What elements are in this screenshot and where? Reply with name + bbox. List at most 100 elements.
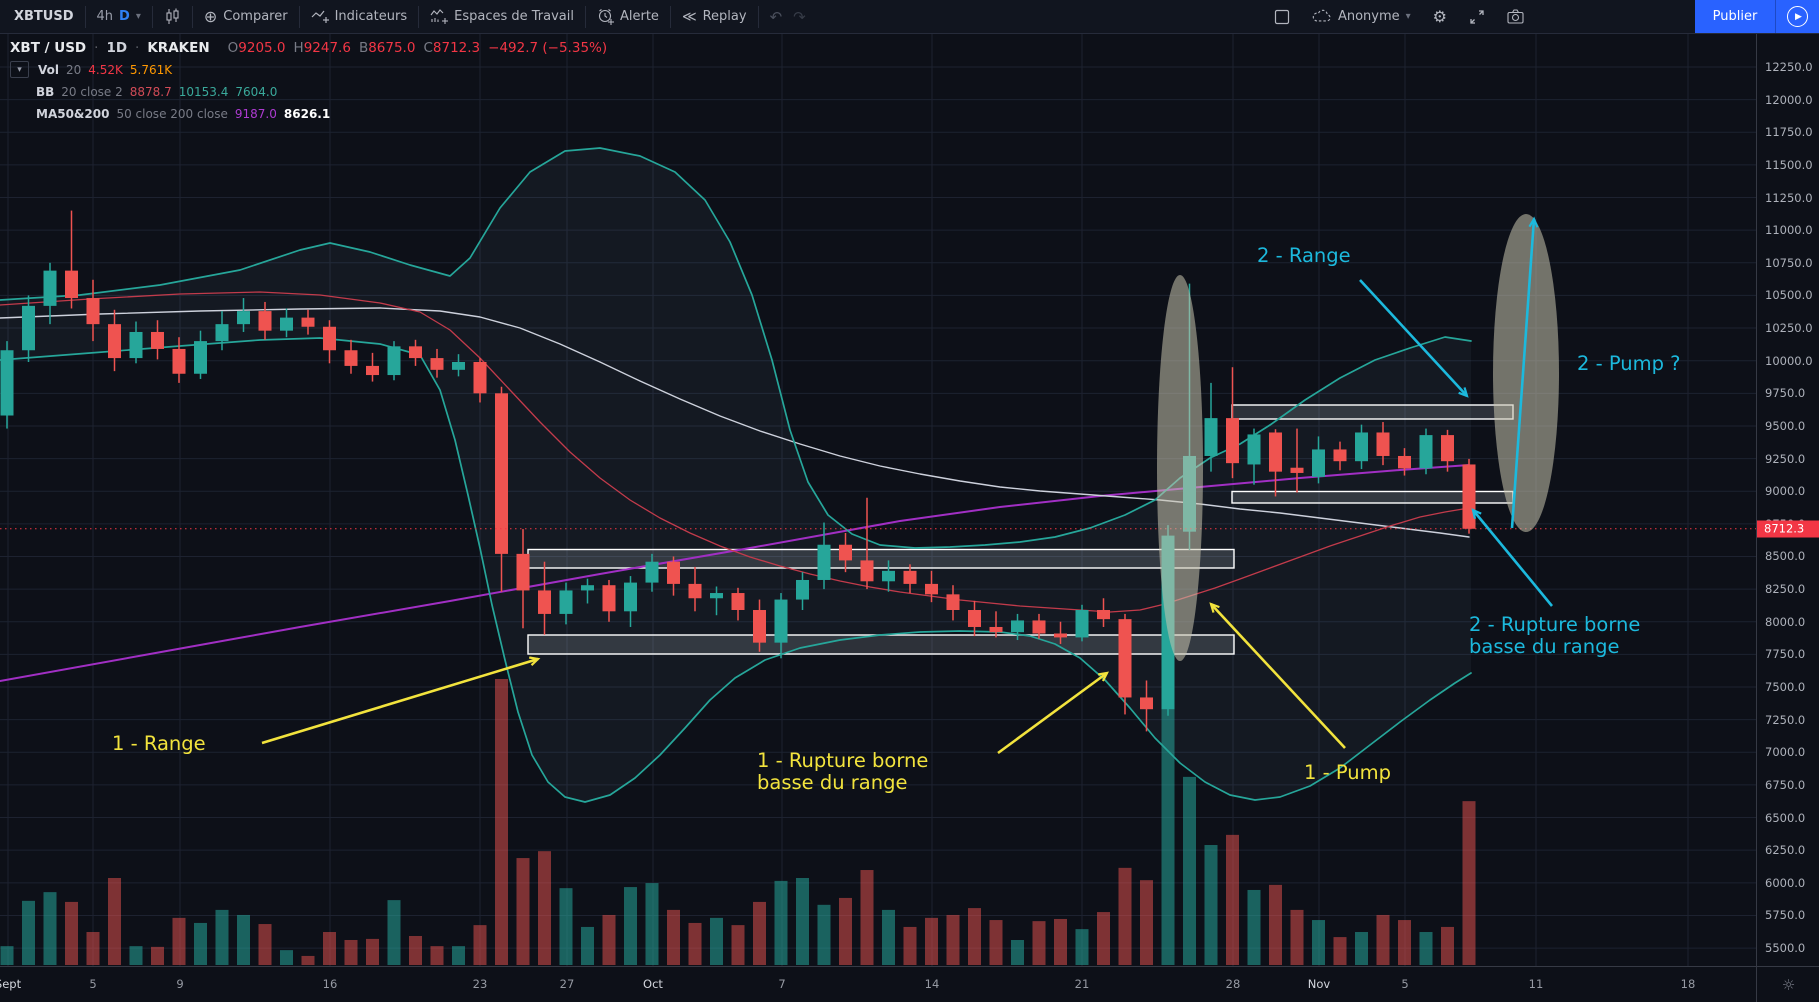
interval-selector[interactable]: 4h D ▾ [86, 0, 152, 33]
compare-button[interactable]: ⊕ Comparer [203, 7, 288, 26]
legend-symbol: XBT / USD [10, 39, 87, 56]
pump1-ellipse[interactable] [1157, 275, 1203, 661]
price-tick-label: 11000.0 [1765, 223, 1813, 238]
redo-button[interactable]: ↷ [793, 7, 806, 26]
time-tick-label: 23 [472, 977, 488, 991]
legend-ma-row[interactable]: MA50&200 50 close 200 close 9187.0 8626.… [36, 106, 331, 121]
label-rupture2[interactable]: 2 - Rupture borne basse du range [1469, 613, 1641, 658]
time-tick-label: Oct [643, 977, 663, 991]
arrow-range2[interactable] [1359, 279, 1469, 398]
time-tick-label: 18 [1680, 977, 1696, 991]
top-toolbar: XBTUSD 4h D ▾ ⊕ Comparer [0, 0, 1819, 34]
label-pump1[interactable]: 1 - Pump [1304, 761, 1391, 784]
toolbar-separator [418, 5, 420, 28]
time-tick-label: 9 [176, 977, 184, 991]
axis-settings-corner[interactable]: ☼ [1756, 966, 1819, 1002]
interval-1d[interactable]: D [119, 9, 130, 24]
toolbar-separator [151, 5, 153, 28]
price-tick-label: 6250.0 [1765, 843, 1806, 858]
price-tick-label: 11750.0 [1765, 125, 1813, 140]
price-axis[interactable]: 8712.3 12250.0 12000.0 11750.0 11500.0 11250… [1756, 33, 1819, 966]
price-tick-label: 12250.0 [1765, 60, 1813, 74]
price-tick-label: 7750.0 [1765, 647, 1806, 662]
interval-4h[interactable]: 4h [96, 9, 114, 24]
arrow-pump1[interactable] [1209, 602, 1346, 749]
legend-bb-row[interactable]: BB 20 close 2 8878.7 10153.4 7604.0 [36, 84, 278, 99]
chevron-down-icon: ▾ [1405, 11, 1411, 22]
price-tick-label: 8250.0 [1765, 582, 1806, 597]
publish-play-button[interactable]: ▶ [1775, 0, 1819, 33]
price-tick-label: 12000.0 [1765, 92, 1813, 107]
time-tick-label: 7 [778, 977, 786, 991]
fullscreen-button[interactable] [1458, 0, 1496, 33]
label-pump2[interactable]: 2 - Pump ? [1577, 352, 1681, 375]
volume-bars [0, 639, 1476, 965]
arrow-range1[interactable] [261, 656, 541, 745]
chart-legend: XBT / USD · 1D · KRAKEN O9205.0 H9247.6 … [10, 40, 607, 128]
layout-button[interactable] [1263, 0, 1301, 33]
price-tick-label: 7500.0 [1765, 680, 1806, 695]
alert-button[interactable]: Alerte [586, 0, 670, 33]
legend-volume-row[interactable]: ▾ Vol 20 4.52K 5.761K [10, 61, 607, 78]
price-tick-label: 11500.0 [1765, 157, 1813, 172]
time-tick-label: Nov [1307, 977, 1331, 991]
arrow-rupture1[interactable] [997, 671, 1109, 755]
legend-symbol-row[interactable]: XBT / USD · 1D · KRAKEN O9205.0 H9247.6 … [10, 39, 608, 56]
legend-collapse-button[interactable]: ▾ [10, 61, 29, 78]
ma-indicator-label: MA50&200 [36, 106, 110, 121]
label-range2[interactable]: 2 - Range [1257, 244, 1351, 267]
chart-style-button[interactable] [153, 0, 192, 33]
symbol-button[interactable]: XBTUSD [14, 9, 74, 24]
price-tick-label: 8000.0 [1765, 614, 1806, 629]
toolbar-separator [298, 5, 300, 28]
account-cloud-button[interactable]: Anonyme ▾ [1301, 0, 1422, 33]
settings-button[interactable]: ⚙ [1432, 7, 1447, 26]
volume-indicator-label: Vol [38, 62, 59, 77]
arrow-pump2[interactable] [1510, 216, 1539, 529]
price-tick-label: 9000.0 [1765, 484, 1806, 499]
ohlc-close: C8712.3 [423, 39, 481, 56]
publish-button[interactable]: Publier [1695, 0, 1775, 33]
price-tick-label: 10000.0 [1765, 353, 1813, 368]
time-tick-label: 5 [1401, 977, 1409, 991]
workspaces-icon [430, 8, 449, 25]
time-tick-label: 28 [1225, 977, 1241, 991]
replay-button[interactable]: ≪ Replay [681, 8, 747, 25]
alarm-clock-icon [597, 8, 614, 25]
volume-value: 4.52K [88, 62, 123, 77]
label-rupture1[interactable]: 1 - Rupture borne basse du range [757, 749, 929, 794]
price-tick-label: 10750.0 [1765, 255, 1813, 270]
price-tick-label: 5500.0 [1765, 941, 1806, 956]
time-tick-label: 11 [1528, 977, 1544, 991]
screenshot-button[interactable] [1496, 0, 1535, 33]
range2-top[interactable] [1231, 404, 1514, 420]
ma200-line [0, 464, 1470, 682]
time-tick-label: Sept [0, 977, 22, 991]
indicators-button[interactable]: Indicateurs [300, 0, 419, 33]
pump2-ellipse[interactable] [1493, 214, 1559, 532]
price-tick-label: 7250.0 [1765, 712, 1806, 727]
time-tick-label: 5 [89, 977, 97, 991]
bb-basis-line [0, 291, 1470, 613]
price-tick-label: 5750.0 [1765, 908, 1806, 923]
time-axis[interactable]: Sept 5 9 16 23 27 Oct 7 14 21 28 Nov 5 11 18 [0, 966, 1756, 1002]
candlestick-icon [164, 8, 181, 25]
bb-fill-area [0, 148, 1471, 802]
time-tick-label: 21 [1074, 977, 1090, 991]
price-tick-label: 9250.0 [1765, 451, 1806, 466]
bb-lower-line [0, 337, 1472, 803]
price-tick-label: 10250.0 [1765, 321, 1813, 336]
label-range1[interactable]: 1 - Range [112, 732, 206, 755]
bb-lower-value: 7604.0 [235, 84, 278, 99]
range1-top[interactable] [527, 548, 1235, 569]
arrow-rupture2[interactable] [1471, 508, 1554, 607]
ohlc-open: O9205.0 [227, 39, 286, 56]
time-tick-label: 14 [924, 977, 940, 991]
bb-indicator-label: BB [36, 84, 55, 99]
chevron-down-icon: ▾ [135, 11, 141, 22]
time-tick-label: 16 [322, 977, 338, 991]
undo-button[interactable]: ↶ [769, 7, 783, 26]
workspaces-button[interactable]: Espaces de Travail [419, 0, 585, 33]
